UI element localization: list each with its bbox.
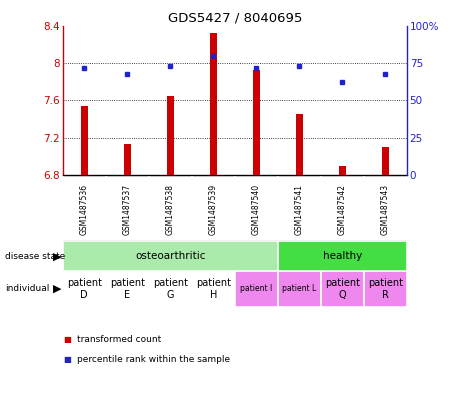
Text: disease state: disease state bbox=[5, 252, 65, 261]
Bar bbox=[63, 272, 106, 307]
Text: GSM1487539: GSM1487539 bbox=[209, 184, 218, 235]
Text: GSM1487540: GSM1487540 bbox=[252, 184, 261, 235]
Text: patient I: patient I bbox=[240, 285, 272, 294]
Text: GSM1487538: GSM1487538 bbox=[166, 184, 175, 235]
Bar bbox=[167, 96, 173, 175]
Text: ■: ■ bbox=[63, 355, 71, 364]
Bar bbox=[296, 114, 303, 175]
Text: percentile rank within the sample: percentile rank within the sample bbox=[77, 355, 230, 364]
Text: patient
E: patient E bbox=[110, 278, 145, 300]
Title: GDS5427 / 8040695: GDS5427 / 8040695 bbox=[168, 11, 302, 24]
Text: patient
R: patient R bbox=[368, 278, 403, 300]
Bar bbox=[278, 241, 407, 272]
Text: ▶: ▶ bbox=[53, 284, 61, 294]
Bar bbox=[364, 272, 407, 307]
Bar bbox=[81, 106, 87, 175]
Bar bbox=[63, 241, 278, 272]
Text: ■: ■ bbox=[63, 336, 71, 344]
Bar bbox=[210, 33, 217, 175]
Bar bbox=[149, 272, 192, 307]
Text: patient
D: patient D bbox=[67, 278, 102, 300]
Text: GSM1487537: GSM1487537 bbox=[123, 184, 132, 235]
Text: patient
G: patient G bbox=[153, 278, 188, 300]
Text: GSM1487543: GSM1487543 bbox=[381, 184, 390, 235]
Text: individual: individual bbox=[5, 285, 49, 294]
Text: GSM1487541: GSM1487541 bbox=[295, 184, 304, 235]
Bar bbox=[321, 272, 364, 307]
Text: healthy: healthy bbox=[323, 251, 362, 261]
Bar bbox=[106, 272, 149, 307]
Bar bbox=[339, 166, 345, 175]
Bar bbox=[278, 272, 321, 307]
Bar bbox=[382, 147, 389, 175]
Bar bbox=[253, 70, 259, 175]
Bar bbox=[124, 145, 131, 175]
Bar bbox=[192, 272, 235, 307]
Text: patient L: patient L bbox=[282, 285, 317, 294]
Text: GSM1487542: GSM1487542 bbox=[338, 184, 347, 235]
Text: transformed count: transformed count bbox=[77, 336, 161, 344]
Text: osteoarthritic: osteoarthritic bbox=[135, 251, 206, 261]
Text: patient
Q: patient Q bbox=[325, 278, 360, 300]
Text: GSM1487536: GSM1487536 bbox=[80, 184, 89, 235]
Text: ▶: ▶ bbox=[53, 251, 61, 261]
Text: patient
H: patient H bbox=[196, 278, 231, 300]
Bar bbox=[235, 272, 278, 307]
